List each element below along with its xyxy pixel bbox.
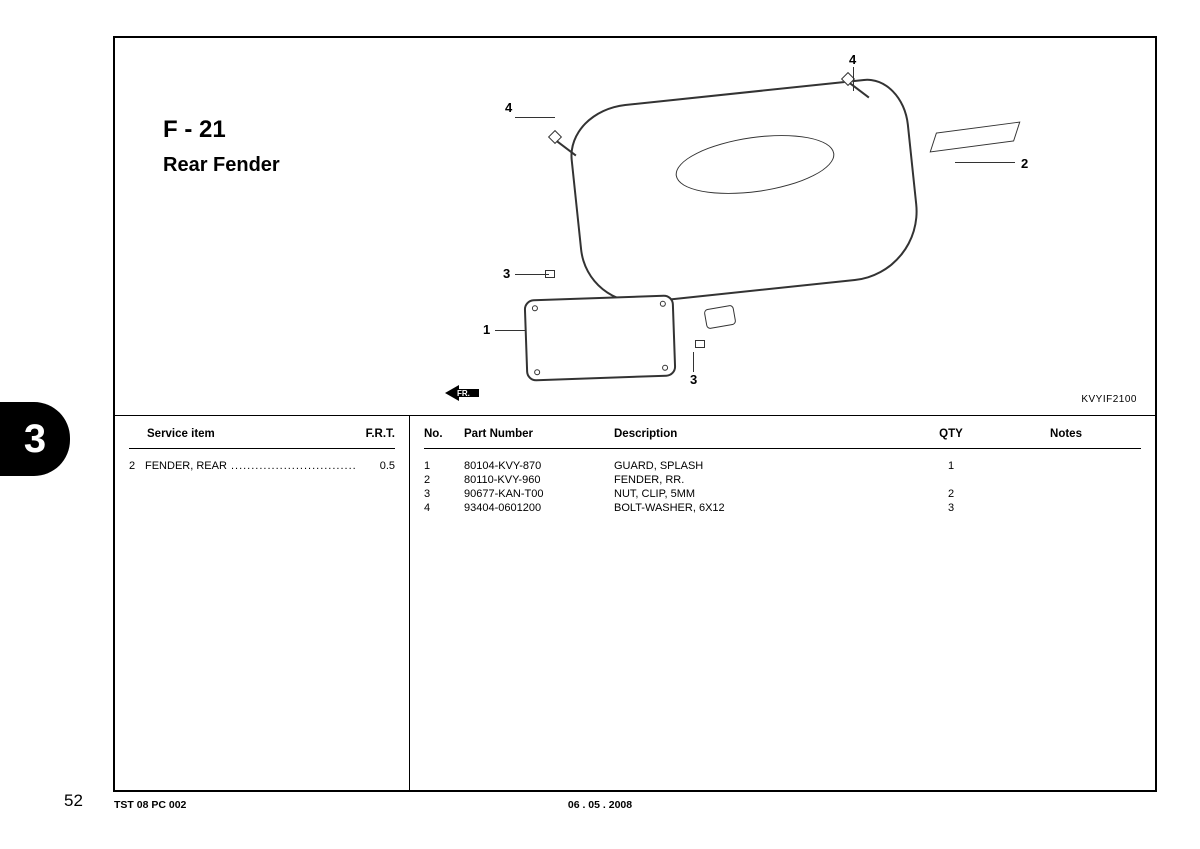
- parts-header-qty: QTY: [911, 428, 991, 440]
- parts-row-desc: NUT, CLIP, 5MM: [614, 488, 911, 500]
- clip-nut-icon: [695, 340, 705, 348]
- exploded-diagram: 4 4 2 3 3 1: [455, 52, 1035, 392]
- tables-pane: Service item F.R.T. 2FENDER, REAR ......…: [115, 416, 1155, 790]
- parts-header-desc: Description: [614, 428, 911, 440]
- parts-row: 493404-0601200BOLT-WASHER, 6X123: [424, 501, 1141, 515]
- service-table: Service item F.R.T. 2FENDER, REAR ......…: [115, 416, 410, 790]
- bracket-icon: [703, 305, 736, 330]
- parts-row: 280110-KVY-960FENDER, RR.: [424, 473, 1141, 487]
- callout-label: 4: [849, 52, 856, 67]
- parts-row-notes: [991, 474, 1141, 486]
- service-row-frt: 0.5: [355, 460, 395, 472]
- parts-row: 180104-KVY-870GUARD, SPLASH1: [424, 459, 1141, 473]
- parts-row-desc: FENDER, RR.: [614, 474, 911, 486]
- page-frame: F - 21 Rear Fender 4 4 2 3: [113, 36, 1157, 792]
- service-header-frt: F.R.T.: [345, 428, 395, 440]
- service-row-num: 2: [129, 460, 145, 472]
- parts-row-qty: [911, 474, 991, 486]
- parts-row-desc: GUARD, SPLASH: [614, 460, 911, 472]
- fr-label: FR.: [457, 389, 470, 398]
- callout-label: 3: [690, 372, 697, 387]
- callout-label: 3: [503, 266, 510, 281]
- bolt-icon: [548, 130, 562, 144]
- parts-header-notes: Notes: [991, 428, 1141, 440]
- parts-row-qty: 1: [911, 460, 991, 472]
- parts-row-no: 2: [424, 474, 464, 486]
- parts-row-part: 90677-KAN-T00: [464, 488, 614, 500]
- callout-label: 4: [505, 100, 512, 115]
- parts-row-no: 1: [424, 460, 464, 472]
- parts-row-part: 80110-KVY-960: [464, 474, 614, 486]
- parts-row-notes: [991, 502, 1141, 514]
- parts-table: No. Part Number Description QTY Notes 18…: [410, 416, 1155, 790]
- diagram-pane: F - 21 Rear Fender 4 4 2 3: [115, 38, 1155, 416]
- parts-row-qty: 3: [911, 502, 991, 514]
- service-row-text: FENDER, REAR ...........................…: [145, 460, 355, 472]
- parts-row: 390677-KAN-T00NUT, CLIP, 5MM2: [424, 487, 1141, 501]
- service-header-item: Service item: [129, 428, 345, 440]
- section-tab: 3: [0, 402, 70, 476]
- parts-row-part: 80104-KVY-870: [464, 460, 614, 472]
- parts-header-part: Part Number: [464, 428, 614, 440]
- callout-label: 1: [483, 322, 490, 337]
- parts-row-part: 93404-0601200: [464, 502, 614, 514]
- parts-row-qty: 2: [911, 488, 991, 500]
- footer-date: 06 . 05 . 2008: [0, 799, 1200, 811]
- parts-row-notes: [991, 460, 1141, 472]
- parts-row-notes: [991, 488, 1141, 500]
- parts-row-desc: BOLT-WASHER, 6X12: [614, 502, 911, 514]
- diagram-id: KVYIF2100: [1081, 394, 1137, 405]
- parts-header-no: No.: [424, 428, 464, 440]
- callout-label: 2: [1021, 156, 1028, 171]
- parts-row-no: 4: [424, 502, 464, 514]
- front-direction-arrow: FR.: [445, 385, 494, 401]
- splash-guard-plate: [524, 294, 677, 381]
- service-row: 2FENDER, REAR ..........................…: [129, 459, 395, 473]
- parts-row-no: 3: [424, 488, 464, 500]
